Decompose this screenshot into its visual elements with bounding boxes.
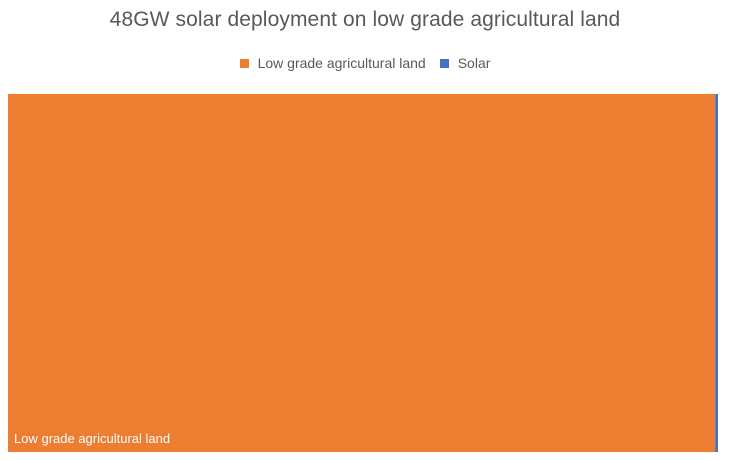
chart-title: 48GW solar deployment on low grade agric…: [109, 8, 621, 31]
treemap-cell-label-low-grade-agricultural-land: Low grade agricultural land: [14, 431, 170, 446]
legend-swatch-low-grade-agricultural-land: [239, 58, 249, 68]
legend-item-solar[interactable]: Solar: [439, 55, 491, 71]
legend-label-low-grade-agricultural-land: Low grade agricultural land: [257, 55, 426, 71]
legend-swatch-solar: [439, 58, 449, 68]
treemap-cell-low-grade-agricultural-land[interactable]: [8, 94, 716, 452]
legend-item-low-grade-agricultural-land[interactable]: Low grade agricultural land: [239, 55, 426, 71]
treemap-cell-solar[interactable]: [715, 94, 718, 452]
legend-label-solar: Solar: [457, 55, 491, 71]
legend: Low grade agricultural land Solar: [0, 55, 730, 71]
